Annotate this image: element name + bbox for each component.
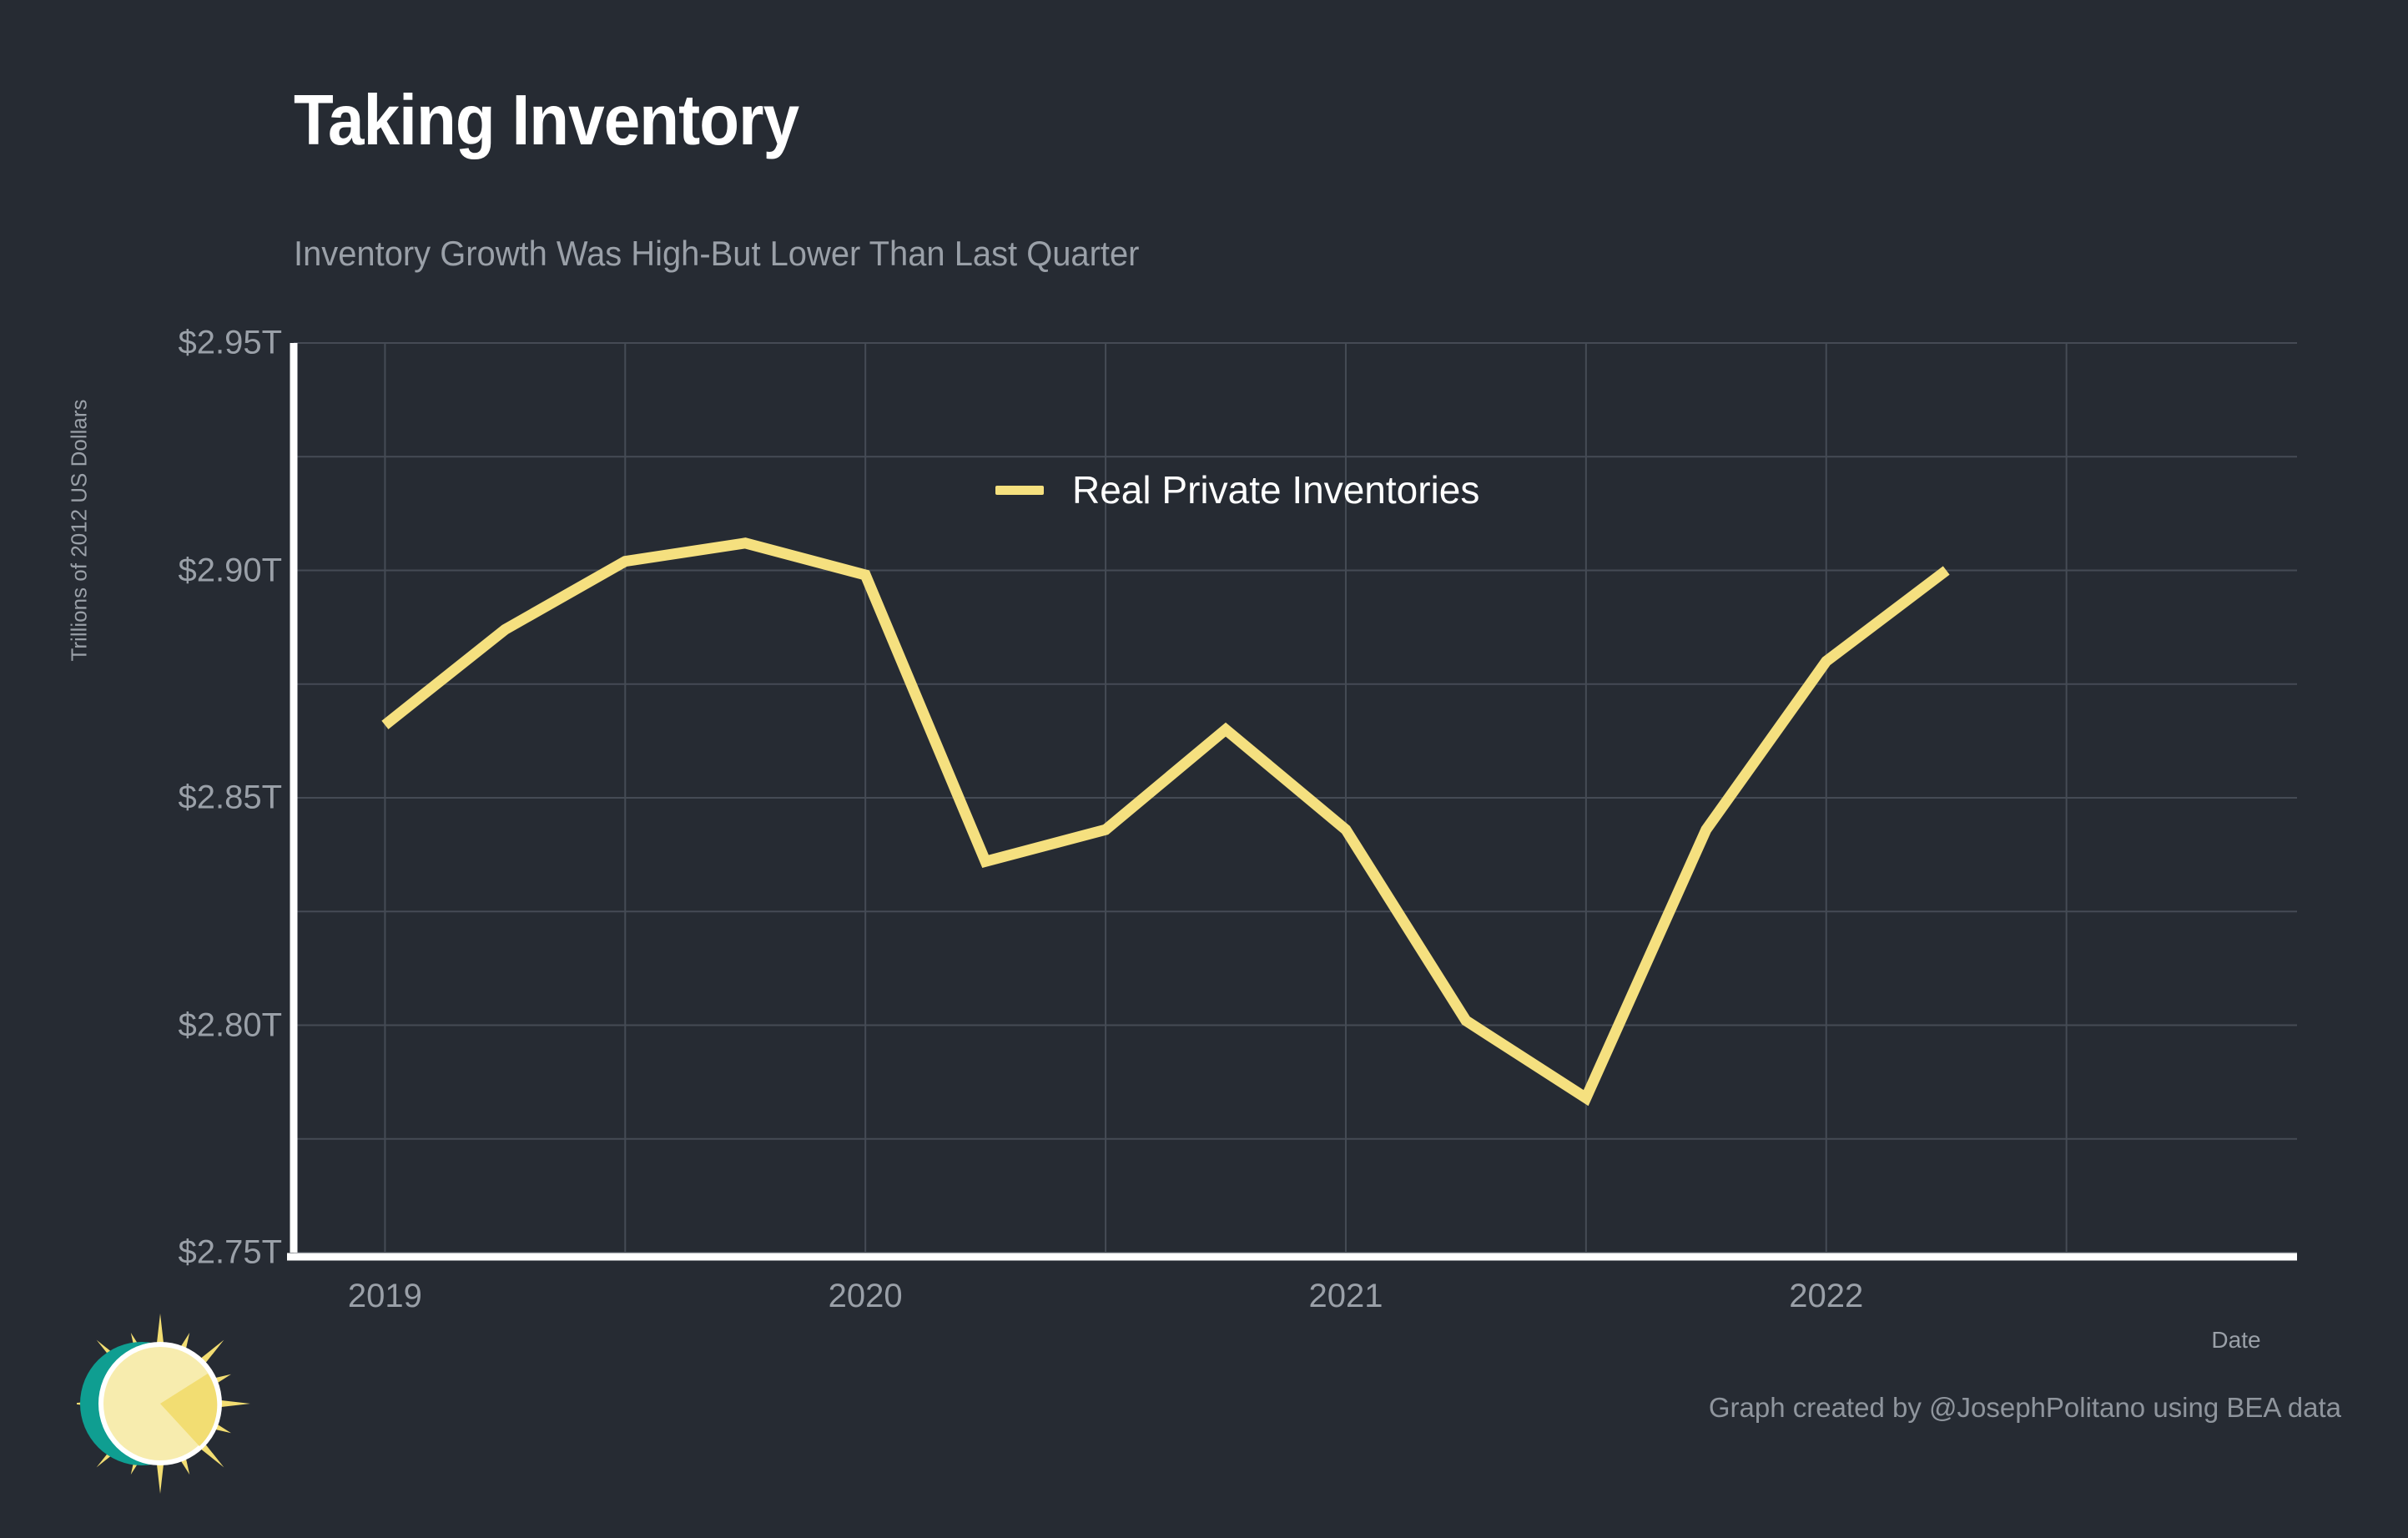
y-axis-ticks: $2.95T $2.90T $2.85T $2.80T $2.75T	[0, 0, 284, 1538]
page-title: Taking Inventory	[294, 81, 799, 160]
legend-color-swatch	[995, 485, 1044, 495]
chart-credit: Graph created by @JosephPolitano using B…	[1708, 1392, 2341, 1423]
x-axis-title: Date	[2211, 1327, 2261, 1353]
x-axis-tick-label: 2020	[828, 1278, 903, 1314]
y-axis-tick-label: $2.90T	[178, 552, 282, 588]
logo-pie-wedge	[160, 1374, 218, 1446]
y-axis-title: Trillions of 2012 US Dollars	[66, 399, 92, 662]
x-axis-tick-label: 2019	[347, 1278, 422, 1314]
x-axis-tick-label: 2022	[1789, 1278, 1864, 1314]
page-subtitle: Inventory Growth Was High-But Lower Than…	[294, 234, 1140, 273]
legend-label: Real Private Inventories	[1072, 468, 1480, 512]
y-axis-tick-label: $2.85T	[178, 779, 282, 816]
y-axis-tick-label: $2.75T	[178, 1233, 282, 1271]
x-axis-tick-label: 2021	[1308, 1278, 1383, 1314]
series-line	[381, 537, 1950, 1107]
y-axis-tick-label: $2.95T	[178, 324, 282, 361]
y-axis-tick-label: $2.80T	[178, 1006, 282, 1043]
chart-legend: Real Private Inventories	[995, 467, 1479, 512]
sun-logo-svg	[70, 1314, 250, 1494]
sun-logo-icon	[70, 1310, 260, 1494]
